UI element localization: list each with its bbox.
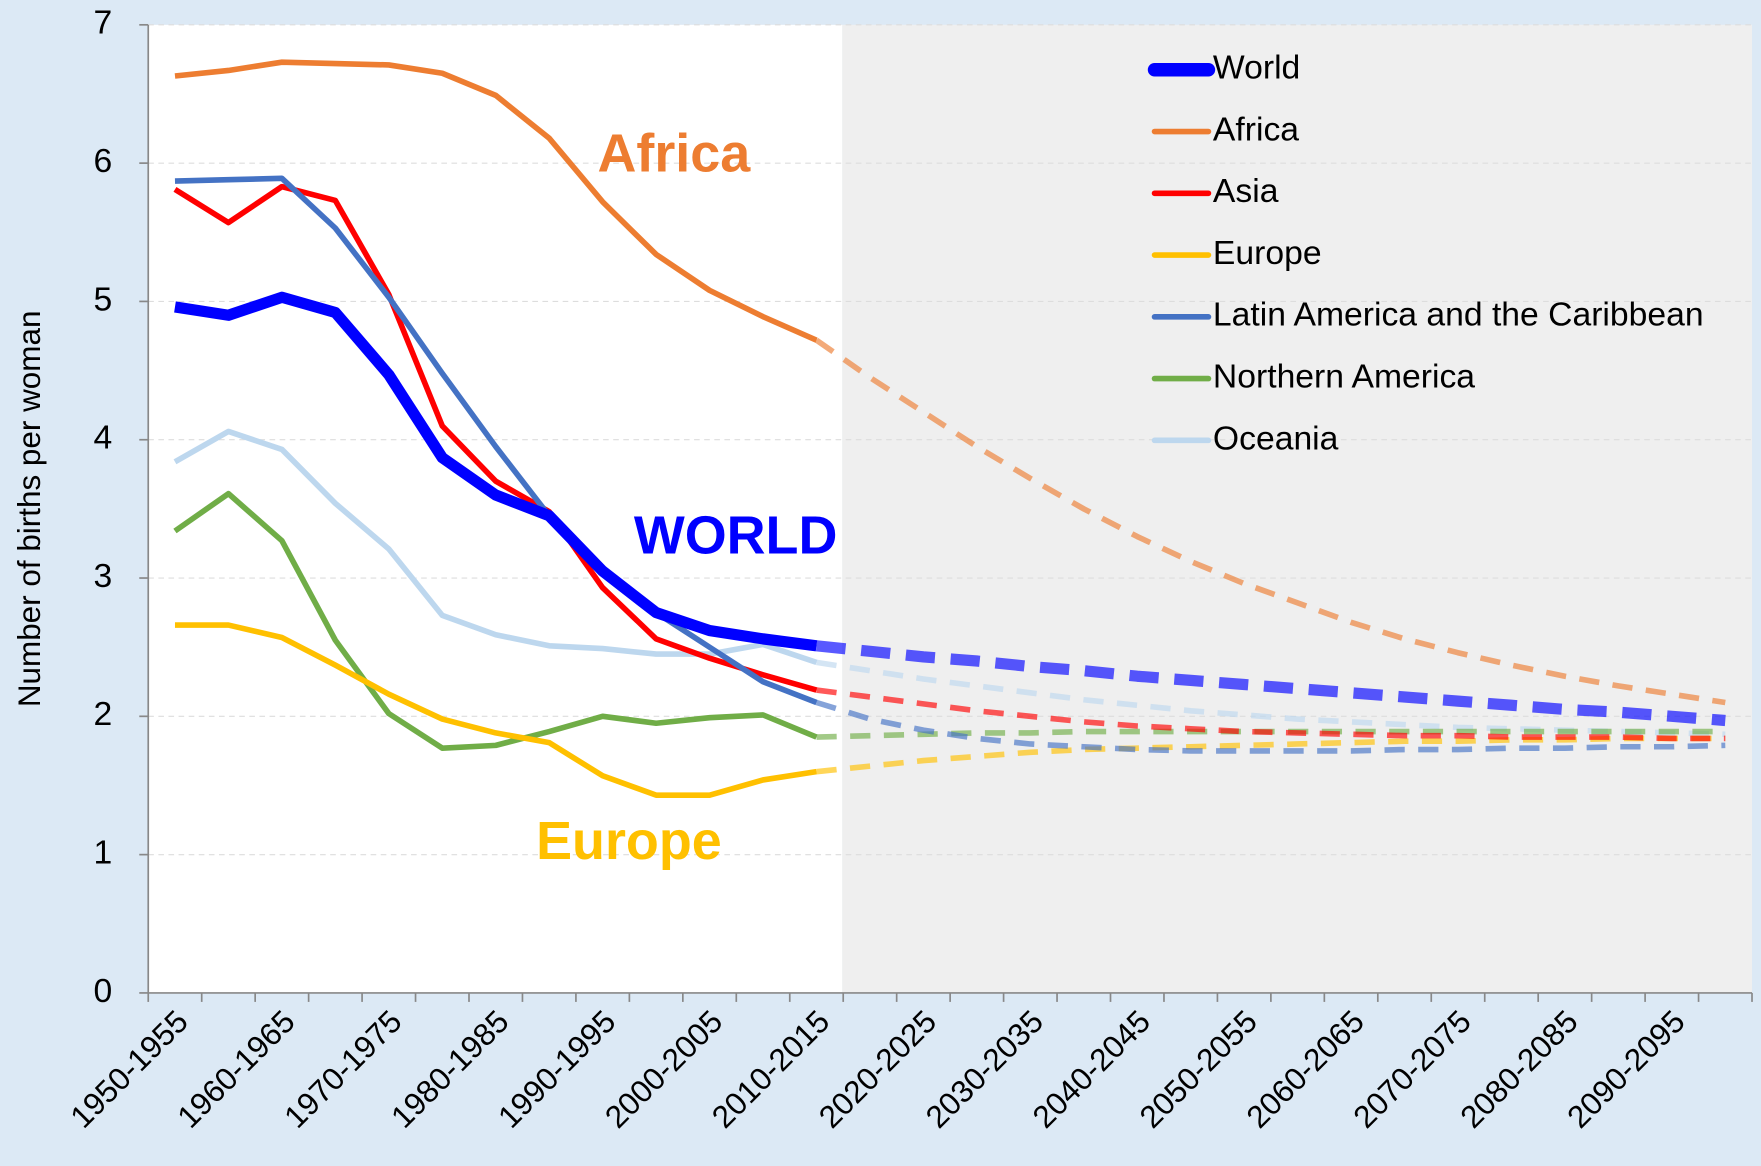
y-tick-label: 5 [94,281,113,318]
series-line [173,183,818,693]
y-tick-label: 0 [94,973,113,1010]
series-line [174,291,818,652]
series-line [173,428,818,666]
annotation: Europe [536,811,722,871]
series-line [174,175,818,706]
y-tick-label: 7 [94,5,113,42]
series-line [174,59,818,343]
legend-label: Northern America [1213,359,1475,396]
projection-line [815,640,1726,727]
legend-label: World [1213,50,1300,87]
y-tick-label: 3 [94,558,113,595]
legend-label: Asia [1213,173,1279,210]
legend-label: Latin America and the Caribbean [1213,297,1704,334]
y-axis-title: Number of births per woman [12,311,47,708]
y-tick-label: 6 [94,143,113,180]
projection-line [816,687,1726,742]
projection-line [814,337,1726,706]
legend-label: Africa [1213,111,1299,148]
x-tick-label: 2090-2095 [1561,1004,1692,1135]
annotation: Africa [597,124,751,184]
series-line [173,490,818,751]
legend-label: Oceania [1213,420,1339,457]
history-area [148,24,843,993]
y-tick-label: 1 [94,835,113,872]
legend-label: Europe [1213,235,1322,272]
series-line [174,622,817,798]
annotation: WORLD [634,505,838,565]
y-tick-label: 2 [94,696,113,733]
projection-area [842,24,1753,993]
y-tick-label: 4 [94,420,113,457]
